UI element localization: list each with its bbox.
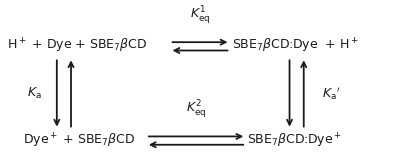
- Text: $K_{\mathrm{a}}{}'$: $K_{\mathrm{a}}{}'$: [322, 85, 341, 102]
- Text: SBE$_7$$\beta$CD:Dye$^+$: SBE$_7$$\beta$CD:Dye$^+$: [247, 131, 342, 150]
- Text: Dye$^+$ + SBE$_7$$\beta$CD: Dye$^+$ + SBE$_7$$\beta$CD: [22, 131, 135, 150]
- Text: SBE$_7$$\beta$CD:Dye  + H$^+$: SBE$_7$$\beta$CD:Dye + H$^+$: [232, 37, 358, 56]
- Text: H$^+$ + Dye + SBE$_7$$\beta$CD: H$^+$ + Dye + SBE$_7$$\beta$CD: [7, 37, 147, 56]
- Text: $K_{\mathrm{eq}}^{1}$: $K_{\mathrm{eq}}^{1}$: [190, 4, 210, 26]
- Text: $K_{\mathrm{a}}$: $K_{\mathrm{a}}$: [27, 86, 42, 101]
- Text: $K_{\mathrm{eq}}^{2}$: $K_{\mathrm{eq}}^{2}$: [186, 98, 206, 120]
